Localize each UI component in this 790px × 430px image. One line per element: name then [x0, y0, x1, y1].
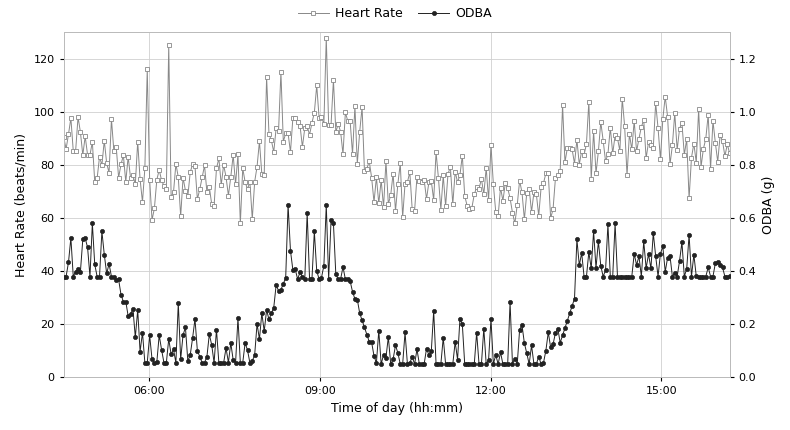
Legend: Heart Rate, ODBA: Heart Rate, ODBA [293, 2, 497, 25]
X-axis label: Time of day (hh:mm): Time of day (hh:mm) [331, 402, 463, 415]
Y-axis label: Heart Rate (beats/min): Heart Rate (beats/min) [15, 133, 28, 277]
Y-axis label: ODBA (g): ODBA (g) [762, 175, 775, 234]
